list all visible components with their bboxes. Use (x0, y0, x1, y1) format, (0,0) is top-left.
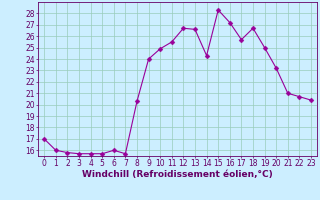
X-axis label: Windchill (Refroidissement éolien,°C): Windchill (Refroidissement éolien,°C) (82, 170, 273, 179)
